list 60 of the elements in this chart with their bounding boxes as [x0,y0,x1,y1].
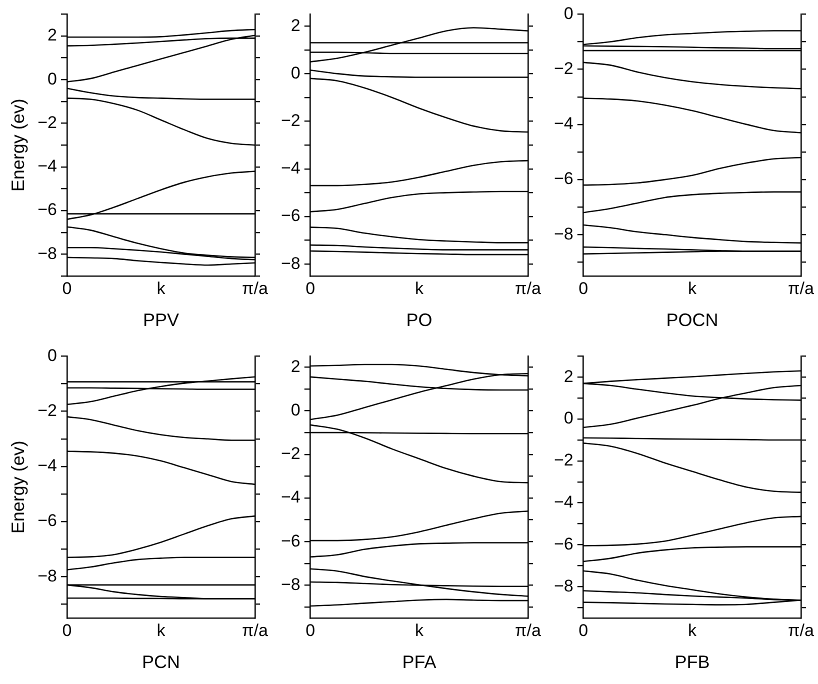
x-tick-label: π/a [515,278,542,298]
y-tick-label: −6 [38,200,57,220]
x-tick-label: π/a [515,620,542,640]
y-axis-title: Energy (ev) [8,98,28,192]
y-tick-label: −4 [280,158,300,178]
y-tick-label: −6 [38,511,57,530]
x-axis-title: PFA [402,652,436,672]
x-tick-label: 0 [306,278,316,298]
y-tick-label: −8 [554,224,574,244]
y-tick-label: 2 [48,26,57,45]
y-tick-label: −2 [554,450,574,470]
x-tick-label: k [688,620,697,640]
y-tick-label: 2 [290,16,300,35]
x-tick-label: 0 [62,620,72,640]
y-tick-label: −4 [554,114,574,134]
x-axis-title: PCN [142,652,180,672]
y-tick-label: −8 [38,244,57,263]
y-tick-label: −4 [280,488,300,507]
y-tick-label: −6 [554,534,574,554]
y-tick-label: −6 [280,206,300,226]
y-tick-label: −4 [554,492,574,512]
y-tick-label: 0 [290,63,300,82]
y-tick-label: 0 [48,346,57,365]
x-tick-label: k [414,620,424,640]
x-tick-label: 0 [62,278,72,298]
x-tick-label: π/a [242,620,268,640]
x-axis-title: PFB [674,652,710,672]
x-tick-label: k [156,620,166,640]
y-tick-label: −8 [38,566,57,586]
y-tick-label: −2 [554,59,574,78]
y-tick-label: 2 [564,366,574,386]
x-axis-title: PO [406,310,432,330]
x-tick-label: 0 [306,620,316,640]
y-tick-label: −6 [280,531,300,550]
y-tick-label: −8 [554,576,574,596]
y-tick-label: −8 [280,254,300,273]
x-tick-label: π/a [242,278,268,298]
y-tick-label: 0 [48,69,57,88]
y-tick-label: −2 [280,110,300,130]
x-tick-label: π/a [788,620,814,640]
y-tick-label: −4 [38,456,57,476]
x-tick-label: k [414,278,424,298]
x-axis-title: PPV [142,310,180,330]
y-tick-label: −6 [554,169,574,188]
y-tick-label: 0 [564,4,574,23]
y-tick-label: 0 [290,400,300,420]
y-tick-label: −2 [38,112,57,132]
y-tick-label: −2 [38,401,57,420]
y-tick-label: −2 [280,444,300,464]
y-tick-label: 2 [290,356,300,376]
y-axis-title: Energy (ev) [8,440,28,534]
x-tick-label: 0 [578,620,588,640]
x-tick-label: k [156,278,166,298]
y-tick-label: −4 [38,156,57,176]
x-tick-label: k [688,278,697,298]
x-axis-title: POCN [666,310,718,330]
x-tick-label: π/a [788,278,814,298]
y-tick-label: −8 [280,574,300,594]
y-tick-label: 0 [564,408,574,428]
x-tick-label: 0 [578,278,588,298]
